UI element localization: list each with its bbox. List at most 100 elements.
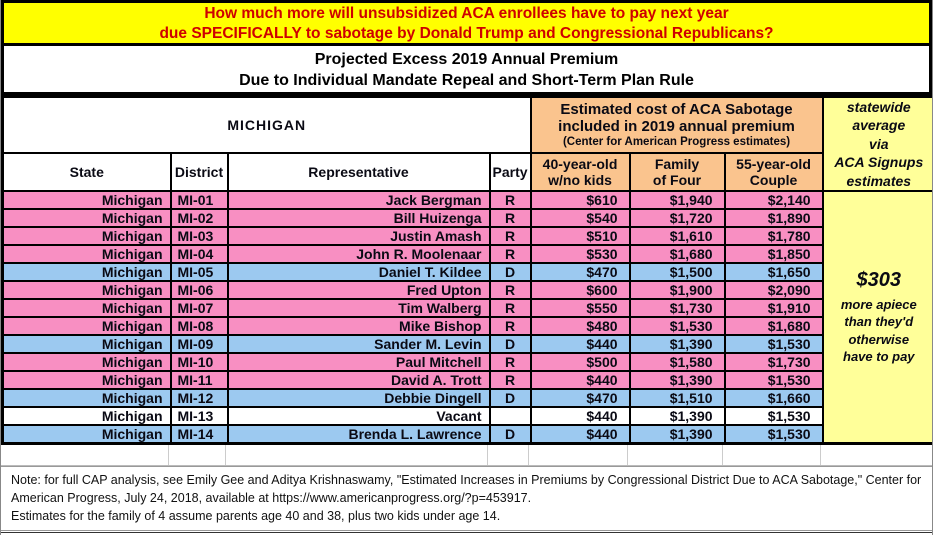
cell-state: Michigan [1, 298, 172, 319]
table-row: Michigan MI-09 Sander M. Levin D $440 $1… [1, 334, 933, 355]
cell-party: R [488, 352, 532, 373]
source-line: Source for ACA Signups estimates/methodo… [1, 531, 932, 535]
sabotage-header-line-2: included in 2019 annual premium [558, 118, 795, 136]
cell-cost-family: $1,390 [628, 424, 726, 445]
cell-cost-55: $1,850 [723, 244, 824, 265]
empty-cell [226, 445, 488, 466]
table-row: Michigan MI-10 Paul Mitchell R $500 $1,5… [1, 352, 933, 373]
cell-state: Michigan [1, 190, 172, 211]
statewide-average-amount: $303 [856, 268, 902, 291]
cell-representative: Jack Bergman [226, 190, 491, 211]
cell-district: MI-09 [169, 334, 229, 355]
table-row: Michigan MI-06 Fred Upton R $600 $1,900 … [1, 280, 933, 301]
cell-district: MI-06 [169, 280, 229, 301]
cell-cost-55: $1,780 [723, 226, 824, 247]
column-header-40yo: 40-year-old w/no kids [529, 152, 631, 193]
cell-cost-40: $480 [529, 316, 631, 337]
column-header-row: State District Representative Party 40-y… [1, 152, 933, 193]
cell-party: R [488, 190, 532, 211]
headline-line-2: due SPECIFICALLY to sabotage by Donald T… [159, 25, 774, 42]
statewide-label-cell: statewide average via ACA Signups estima… [821, 95, 932, 193]
cell-cost-family: $1,680 [628, 244, 726, 265]
cell-cost-55: $1,650 [723, 262, 824, 283]
cell-representative: Daniel T. Kildee [226, 262, 491, 283]
statewide-label-line: via [869, 135, 889, 152]
empty-cell [628, 445, 723, 466]
column-header-40yo-line: 40-year-old [542, 156, 618, 173]
cell-cost-55: $1,680 [723, 316, 824, 337]
cell-cost-40: $470 [529, 388, 631, 409]
cell-party: R [488, 370, 532, 391]
cell-cost-family: $1,390 [628, 406, 726, 427]
cell-cost-55: $1,530 [723, 406, 824, 427]
empty-cell [723, 445, 821, 466]
column-header-55yo: 55-year-old Couple [723, 152, 824, 193]
sabotage-header-line-3: (Center for American Progress estimates) [562, 136, 791, 149]
cell-cost-55: $1,890 [723, 208, 824, 229]
cell-cost-55: $1,530 [723, 334, 824, 355]
cell-party: D [488, 388, 532, 409]
footnote-block: Note: for full CAP analysis, see Emily G… [1, 466, 932, 531]
cell-cost-55: $2,090 [723, 280, 824, 301]
cell-party: R [488, 208, 532, 229]
empty-spreadsheet-row [1, 445, 932, 467]
cell-representative: John R. Moolenaar [226, 244, 491, 265]
cell-representative: Vacant [226, 406, 491, 427]
cell-state: Michigan [1, 244, 172, 265]
cell-cost-55: $2,140 [723, 190, 824, 211]
cell-state: Michigan [1, 280, 172, 301]
cell-representative: Debbie Dingell [226, 388, 491, 409]
cell-representative: Paul Mitchell [226, 352, 491, 373]
cell-district: MI-11 [169, 370, 229, 391]
cell-cost-55: $1,660 [723, 388, 824, 409]
cell-cost-40: $550 [529, 298, 631, 319]
cell-representative: Fred Upton [226, 280, 491, 301]
footnote-assumptions: Estimates for the family of 4 assume par… [11, 508, 501, 523]
cell-cost-family: $1,580 [628, 352, 726, 373]
empty-cell [529, 445, 628, 466]
cell-party: R [488, 298, 532, 319]
title-row: MICHIGAN Estimated cost of ACA Sabotage … [1, 95, 932, 193]
footnote-citation: Note: for full CAP analysis, see Emily G… [11, 473, 922, 506]
column-header-40yo-line: w/no kids [548, 172, 612, 189]
caption-line: otherwise [848, 331, 910, 347]
empty-cell [821, 445, 932, 465]
cell-state: Michigan [1, 262, 172, 283]
column-header-party: Party [488, 152, 532, 193]
cell-cost-40: $470 [529, 262, 631, 283]
cell-cost-family: $1,390 [628, 334, 726, 355]
column-header-family-line: of Four [652, 172, 702, 189]
cell-state: Michigan [1, 334, 172, 355]
cell-state: Michigan [1, 226, 172, 247]
table-row: Michigan MI-13 Vacant $440 $1,390 $1,530 [1, 406, 933, 427]
cell-party: R [488, 244, 532, 265]
cell-party: D [488, 334, 532, 355]
cell-state: Michigan [1, 316, 172, 337]
statewide-label-line: average [852, 117, 906, 134]
table-row: Michigan MI-01 Jack Bergman R $610 $1,94… [1, 190, 932, 445]
caption-line: more apiece [840, 296, 917, 312]
headline-line-1: How much more will unsubsidized ACA enro… [204, 5, 729, 22]
cell-cost-40: $540 [529, 208, 631, 229]
cell-state: Michigan [1, 352, 172, 373]
cell-cost-55: $1,910 [723, 298, 824, 319]
cell-district: MI-14 [169, 424, 229, 445]
column-header-family: Family of Four [628, 152, 726, 193]
sabotage-header-line-1: Estimated cost of ACA Sabotage [560, 100, 793, 118]
cell-district: MI-05 [169, 262, 229, 283]
cell-district: MI-03 [169, 226, 229, 247]
cell-representative: Brenda L. Lawrence [226, 424, 491, 445]
table-row: Michigan MI-03 Justin Amash R $510 $1,61… [1, 226, 933, 247]
cell-district: MI-07 [169, 298, 229, 319]
premium-table: MICHIGAN Estimated cost of ACA Sabotage … [1, 95, 933, 446]
cell-representative: David A. Trott [226, 370, 491, 391]
column-header-representative: Representative [226, 152, 491, 193]
column-header-family-line: Family [654, 156, 700, 173]
cell-cost-55: $1,730 [723, 352, 824, 373]
subtitle-line-1: Projected Excess 2019 Annual Premium [314, 51, 619, 68]
cell-cost-55: $1,530 [723, 424, 824, 445]
cell-district: MI-02 [169, 208, 229, 229]
cell-district: MI-04 [169, 244, 229, 265]
cell-state: Michigan [1, 370, 172, 391]
